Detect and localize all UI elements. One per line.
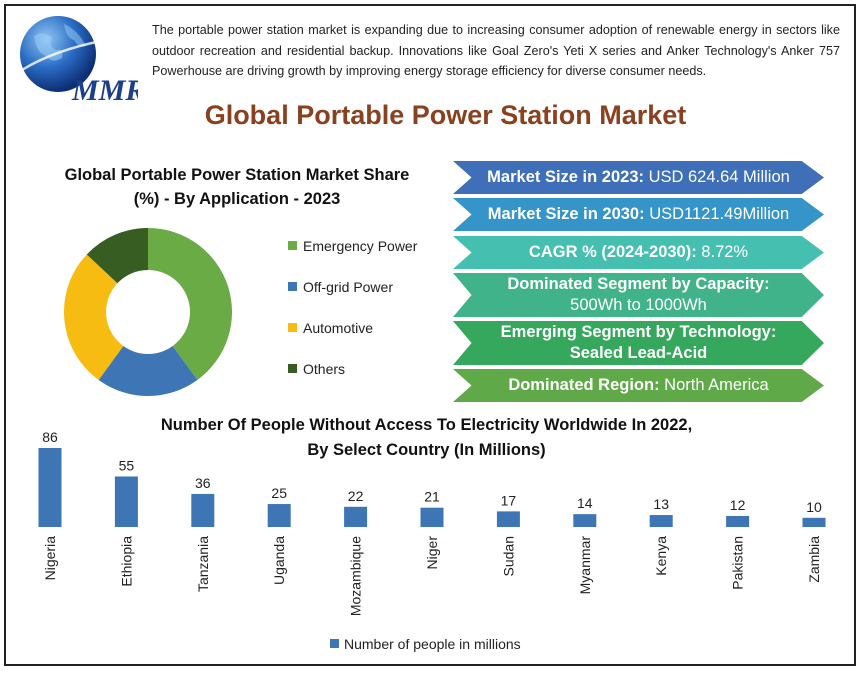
legend-item-off-grid-power: Off-grid Power xyxy=(288,279,393,295)
highlight-text: Market Size in 2030: USD1121.49Million xyxy=(488,204,789,225)
bar-value-label: 36 xyxy=(195,475,211,491)
highlight-text: Market Size in 2023: USD 624.64 Million xyxy=(487,167,790,188)
highlight-text: Emerging Segment by Technology: Sealed Le… xyxy=(501,322,777,364)
category-label-myanmar: Myanmar xyxy=(577,536,593,595)
bar-tanzania xyxy=(191,493,215,527)
bar-kenya xyxy=(649,515,673,527)
legend-label: Off-grid Power xyxy=(303,279,393,295)
bar-zambia xyxy=(802,517,826,527)
logo-text: MMR xyxy=(71,74,138,106)
bar-value-label: 14 xyxy=(577,495,593,511)
globe-icon: MMR xyxy=(20,16,145,107)
category-label-niger: Niger xyxy=(424,536,440,570)
category-label-kenya: Kenya xyxy=(653,536,669,576)
highlight-market-size-in-2023: Market Size in 2023: USD 624.64 Million xyxy=(453,161,824,194)
donut-slice-emergency-power xyxy=(148,228,233,380)
highlight-dominated-segment-by-capacity: Dominated Segment by Capacity: 500Wh to 1… xyxy=(453,273,824,317)
highlight-label: Market Size in 2023: xyxy=(487,168,644,186)
highlight-value: Sealed Lead-Acid xyxy=(569,344,708,362)
legend-swatch xyxy=(288,364,297,373)
category-label-sudan: Sudan xyxy=(500,536,516,576)
bar-niger xyxy=(420,507,444,527)
application-donut-chart xyxy=(63,228,233,396)
legend-item-others: Others xyxy=(288,361,345,377)
bar-uganda xyxy=(267,504,291,527)
bar-value-label: 22 xyxy=(348,488,364,504)
highlight-label: CAGR % (2024-2030): xyxy=(528,243,697,261)
category-label-ethiopia: Ethiopia xyxy=(118,536,134,587)
highlight-text: CAGR % (2024-2030): 8.72% xyxy=(529,242,748,263)
bar-mozambique xyxy=(344,506,368,527)
highlight-cagr-2024-2030: CAGR % (2024-2030): 8.72% xyxy=(453,236,824,269)
legend-swatch xyxy=(288,282,297,291)
page-title: Global Portable Power Station Market xyxy=(204,100,687,130)
bar-value-label: 10 xyxy=(806,499,822,515)
bar-value-label: 13 xyxy=(653,496,669,512)
legend-item-automotive: Automotive xyxy=(288,320,373,336)
category-label-tanzania: Tanzania xyxy=(195,536,211,592)
highlight-label: Dominated Region: xyxy=(508,376,660,394)
highlight-value: 8.72% xyxy=(696,243,749,261)
highlight-label: Market Size in 2030: xyxy=(487,205,645,223)
bar-legend-label: Number of people in millions xyxy=(344,636,521,652)
bar-value-label: 25 xyxy=(271,485,287,501)
highlight-value: North America xyxy=(659,376,769,394)
legend-label: Automotive xyxy=(303,320,374,336)
bar-chart-title: Number Of People Without Access To Elect… xyxy=(160,416,693,459)
legend-label: Others xyxy=(303,361,346,377)
bar-legend-swatch xyxy=(330,639,339,648)
donut-slice-off-grid-power xyxy=(98,345,198,396)
bar-ethiopia xyxy=(114,476,138,527)
pie-chart-title: Global Portable Power Station Market Sha… xyxy=(64,166,410,208)
category-label-pakistan: Pakistan xyxy=(730,536,746,590)
intro-paragraph: The portable power station market is exp… xyxy=(152,23,840,78)
legend-swatch xyxy=(288,241,297,250)
donut-slice-others xyxy=(86,228,148,284)
infographic-frame xyxy=(4,4,856,666)
highlight-label: Dominated Segment by Capacity: xyxy=(507,275,770,293)
bar-sudan xyxy=(496,511,520,527)
highlight-value: USD 624.64 Million xyxy=(644,168,790,186)
donut-slice-automotive xyxy=(63,254,124,380)
highlight-label: Emerging Segment by Technology: xyxy=(500,323,777,341)
highlight-text: Dominated Segment by Capacity: 500Wh to 1… xyxy=(507,274,769,316)
legend-label: Emergency Power xyxy=(303,238,418,254)
bar-value-label: 12 xyxy=(730,497,746,513)
bar-value-label: 86 xyxy=(42,429,58,445)
legend-swatch xyxy=(288,323,297,332)
category-label-mozambique: Mozambique xyxy=(348,536,364,616)
highlight-emerging-segment-by-technology: Emerging Segment by Technology: Sealed Le… xyxy=(453,321,824,365)
category-label-zambia: Zambia xyxy=(806,536,822,583)
highlight-text: Dominated Region: North America xyxy=(508,375,768,396)
bar-myanmar xyxy=(573,514,597,527)
country-bar-chart: 86 Nigeria 55 Ethiopia 36 Tanzania 25 Uganda 22 M… xyxy=(38,429,826,616)
highlight-dominated-region: Dominated Region: North America xyxy=(453,369,824,402)
bar-value-label: 17 xyxy=(501,492,517,508)
bar-legend: Number of people in millions xyxy=(330,636,521,652)
highlight-value: USD1121.49Million xyxy=(644,205,790,223)
bar-pakistan xyxy=(726,515,750,527)
bar-value-label: 55 xyxy=(119,457,135,473)
legend-item-emergency-power: Emergency Power xyxy=(288,238,417,254)
highlight-value: 500Wh to 1000Wh xyxy=(570,296,707,314)
category-label-uganda: Uganda xyxy=(271,536,287,585)
bar-nigeria xyxy=(38,448,62,527)
category-label-nigeria: Nigeria xyxy=(42,536,58,581)
bar-value-label: 21 xyxy=(424,489,440,505)
mmr-logo: MMR xyxy=(14,10,145,107)
highlight-market-size-in-2030: Market Size in 2030: USD1121.49Million xyxy=(453,198,824,231)
